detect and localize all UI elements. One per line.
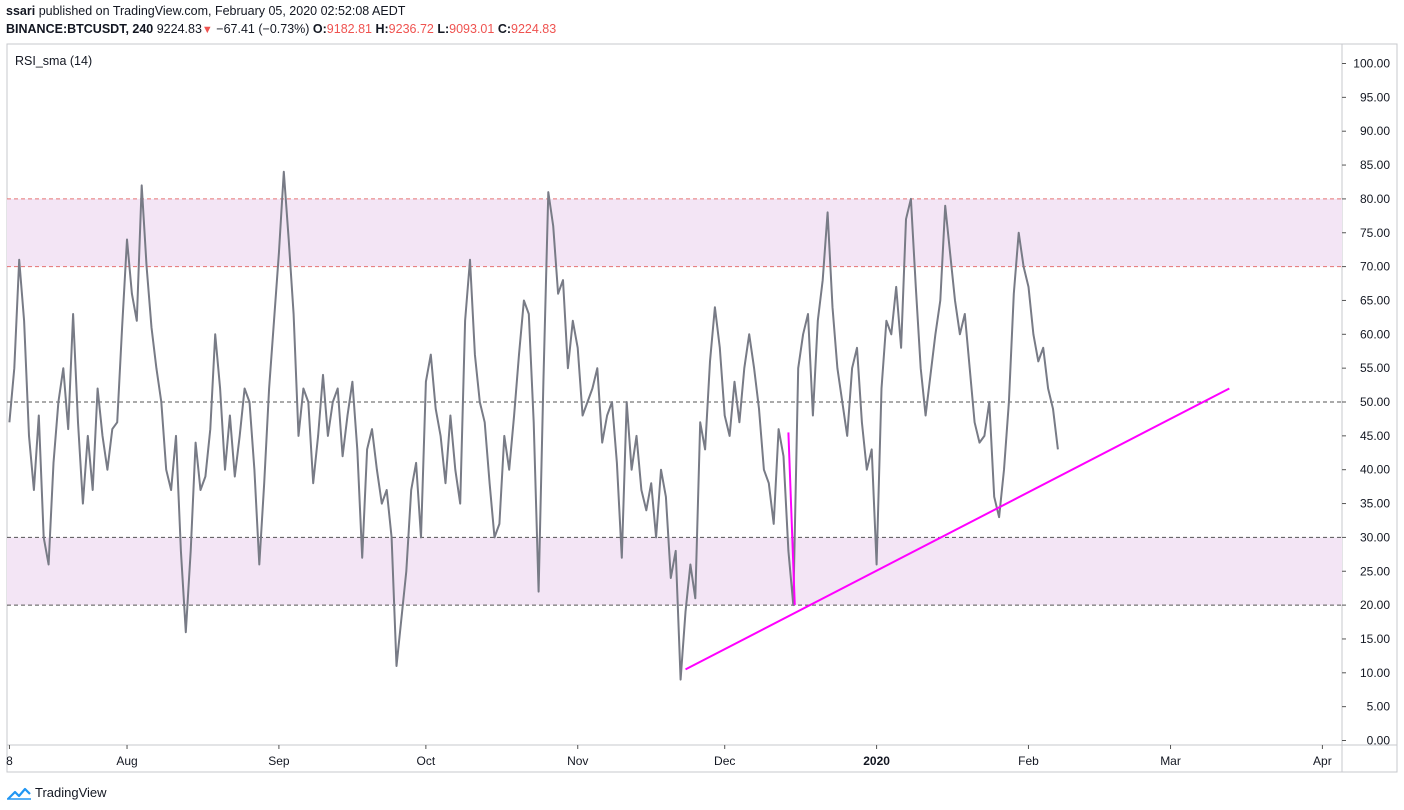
y-tick-label: 0.00: [1367, 734, 1391, 748]
y-tick-label: 20.00: [1360, 598, 1390, 612]
high-value: 9236.72: [388, 22, 434, 36]
x-tick-label: 8: [6, 754, 13, 768]
x-tick-label: Dec: [714, 754, 735, 768]
y-tick-label: 5.00: [1367, 700, 1391, 714]
y-tick-label: 60.00: [1360, 327, 1390, 341]
y-tick-label: 70.00: [1360, 260, 1390, 274]
down-arrow-icon: ▼: [201, 24, 213, 36]
y-tick-label: 90.00: [1360, 124, 1390, 138]
footer-brand[interactable]: TradingView: [6, 785, 107, 800]
x-tick-label: Nov: [567, 754, 588, 768]
y-tick-label: 65.00: [1360, 293, 1390, 307]
rsi-series-line: [8, 170, 1059, 681]
band-oversold: [7, 537, 1342, 606]
x-tick-label: Mar: [1160, 754, 1181, 768]
y-tick-label: 85.00: [1360, 158, 1390, 172]
price-change: −67.41 (−0.73%): [216, 22, 310, 36]
tradingview-cloud-icon: [7, 787, 31, 800]
y-tick-label: 45.00: [1360, 429, 1390, 443]
open-value: 9182.81: [326, 22, 372, 36]
author-name[interactable]: ssari: [6, 4, 36, 18]
trendline-drop-mark: [787, 432, 796, 606]
last-price: 9224.83: [156, 22, 202, 36]
x-tick-label: Sep: [268, 754, 290, 768]
y-tick-label: 35.00: [1360, 497, 1390, 511]
high-label: H:: [375, 22, 389, 36]
y-tick-label: 40.00: [1360, 463, 1390, 477]
symbol-label[interactable]: BINANCE:BTCUSDT, 240: [6, 22, 154, 36]
close-label: C:: [497, 22, 512, 36]
trendline-ascending-support: [685, 387, 1230, 671]
y-tick-label: 80.00: [1360, 192, 1390, 206]
brand-name: TradingView: [35, 785, 107, 800]
published-text: published on TradingView.com, February 0…: [38, 4, 406, 18]
y-tick-label: 55.00: [1360, 361, 1390, 375]
y-tick-label: 10.00: [1360, 666, 1390, 680]
y-tick-label: 75.00: [1360, 226, 1390, 240]
y-tick-label: 50.00: [1360, 395, 1390, 409]
indicator-title: RSI_sma (14): [15, 54, 92, 68]
x-tick-label: Oct: [417, 754, 436, 768]
ohlc-legend: BINANCE:BTCUSDT, 240 9224.83▼ −67.41 (−0…: [6, 22, 556, 36]
y-tick-label: 30.00: [1360, 530, 1390, 544]
low-value: 9093.01: [449, 22, 495, 36]
x-tick-label: Apr: [1313, 754, 1332, 768]
x-tick-label: Aug: [116, 754, 137, 768]
band-overbought: [7, 198, 1342, 267]
x-tick-label: Feb: [1018, 754, 1039, 768]
x-tick-label: 2020: [863, 754, 890, 768]
y-tick-label: 100.00: [1353, 57, 1390, 71]
open-label: O:: [312, 22, 327, 36]
y-tick-label: 25.00: [1360, 564, 1390, 578]
low-label: L:: [437, 22, 450, 36]
y-tick-label: 95.00: [1360, 90, 1390, 104]
y-tick-label: 15.00: [1360, 632, 1390, 646]
chart-frame: [6, 43, 1398, 773]
publication-info: ssari published on TradingView.com, Febr…: [6, 4, 405, 18]
close-value: 9224.83: [511, 22, 557, 36]
